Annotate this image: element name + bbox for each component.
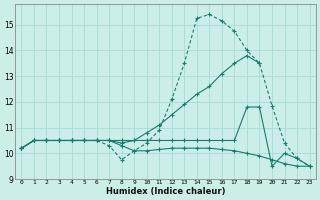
X-axis label: Humidex (Indice chaleur): Humidex (Indice chaleur) bbox=[106, 187, 225, 196]
